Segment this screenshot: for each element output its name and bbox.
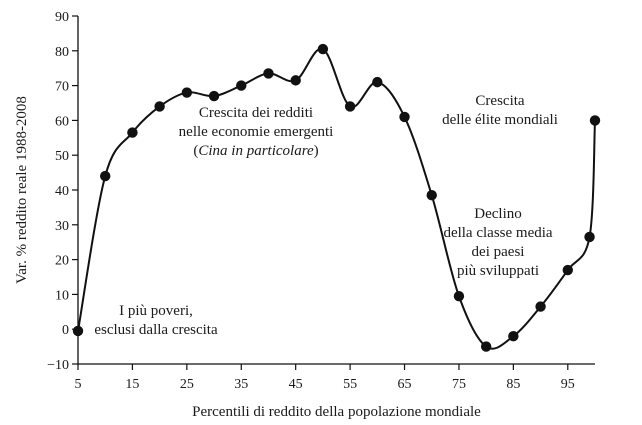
data-point (584, 231, 595, 243)
annotation-line: (Cina in particolare) (193, 143, 318, 159)
data-point (589, 115, 601, 126)
x-tick-label: 95 (561, 377, 575, 392)
x-tick-label: 75 (452, 377, 466, 392)
annotation-middle: Declino della classe media dei paesi più sv… (443, 206, 552, 279)
data-point (236, 80, 247, 91)
y-tick-label: 10 (55, 288, 69, 303)
x-tick-label: 55 (343, 377, 357, 392)
annotation-emerging: Crescita dei redditi nelle economie emerg… (179, 105, 334, 159)
data-point (480, 341, 492, 352)
annotation-line: I più poveri, (119, 303, 193, 319)
data-point (290, 75, 301, 86)
data-point (344, 101, 356, 112)
annotation-line: dei paesi (472, 244, 525, 260)
data-point (562, 264, 573, 276)
y-tick-label: 70 (55, 80, 69, 95)
data-point (372, 76, 383, 88)
annotation-line: della classe media (443, 225, 552, 241)
data-point (127, 127, 138, 138)
annotation-line: Declino (474, 206, 521, 222)
y-tick-label: 80 (55, 45, 69, 60)
data-point (399, 111, 410, 123)
annotation-line: delle élite mondiali (442, 112, 558, 128)
y-tick-label: 0 (62, 323, 69, 338)
data-point (181, 87, 193, 98)
annotation-italic: Cina in particolare (198, 143, 314, 159)
annotations: I più poveri, esclusi dalla crescita Cresc… (94, 93, 558, 338)
data-point (100, 170, 111, 182)
annotation-line: Crescita (475, 93, 524, 109)
data-point (508, 330, 519, 342)
x-tick-label: 65 (398, 377, 412, 392)
annotation-elite: Crescita delle élite mondiali (442, 93, 558, 128)
y-tick-label: 90 (55, 10, 69, 25)
data-point (453, 290, 465, 302)
data-point (154, 101, 165, 112)
axes: −10 0 10 20 30 40 50 60 70 80 90 5 15 25 35 45 55 65 75 85 9… (47, 10, 595, 392)
y-tick-label: −10 (47, 358, 69, 373)
x-tick-label: 35 (234, 377, 248, 392)
x-tick-label: 45 (289, 377, 303, 392)
annotation-line: più sviluppati (457, 263, 539, 279)
data-point (426, 190, 437, 201)
annotation-line: nelle economie emergenti (179, 124, 334, 140)
annotation-poorest: I più poveri, esclusi dalla crescita (94, 303, 218, 338)
y-tick-label: 30 (55, 219, 69, 234)
annotation-line: esclusi dalla crescita (94, 322, 218, 338)
data-point (317, 43, 329, 55)
y-tick-label: 20 (55, 254, 69, 269)
y-axis-title: Var. % reddito reale 1988-2008 (14, 96, 30, 284)
x-tick-label: 25 (180, 377, 194, 392)
annotation-line: Crescita dei redditi (199, 105, 313, 121)
y-tick-label: 60 (55, 114, 69, 129)
data-points (72, 43, 601, 352)
x-axis-title: Percentili di reddito della popolazione … (192, 404, 481, 420)
x-tick-label: 5 (75, 377, 82, 392)
y-tick-label: 40 (55, 184, 69, 199)
data-point (72, 325, 84, 337)
data-point (208, 90, 220, 102)
data-point (263, 68, 274, 79)
data-point (535, 301, 546, 312)
x-tick-label: 85 (506, 377, 520, 392)
y-tick-label: 50 (55, 149, 69, 164)
x-tick-label: 15 (125, 377, 139, 392)
